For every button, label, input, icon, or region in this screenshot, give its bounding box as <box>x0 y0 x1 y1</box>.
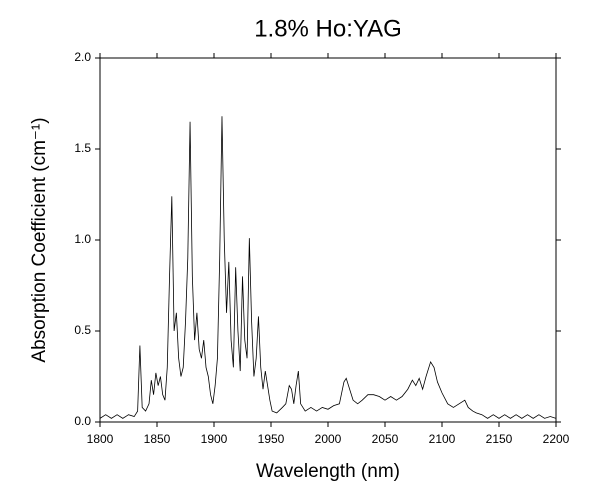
y-tick-label: 0.5 <box>74 323 91 337</box>
y-tick-label: 1.5 <box>74 141 91 155</box>
y-axis-label: Absorption Coefficient (cm⁻¹) <box>29 117 50 362</box>
x-tick-label: 1900 <box>201 432 228 446</box>
x-tick-label: 2150 <box>486 432 513 446</box>
x-tick-label: 1800 <box>87 432 114 446</box>
y-tick-label: 0.0 <box>74 414 91 428</box>
x-tick-label: 2100 <box>429 432 456 446</box>
x-tick-label: 2200 <box>543 432 570 446</box>
y-tick-label: 1.0 <box>74 232 91 246</box>
x-tick-label: 1850 <box>144 432 171 446</box>
plot-frame <box>99 57 557 423</box>
y-tick-label: 2.0 <box>74 50 91 64</box>
spectrum-line <box>99 116 557 419</box>
x-tick-label: 2050 <box>372 432 399 446</box>
chart-title: 1.8% Ho:YAG <box>254 15 402 42</box>
x-tick-label: 2000 <box>315 432 342 446</box>
x-axis-label: Wavelength (nm) <box>256 461 400 482</box>
x-tick-label: 1950 <box>258 432 285 446</box>
